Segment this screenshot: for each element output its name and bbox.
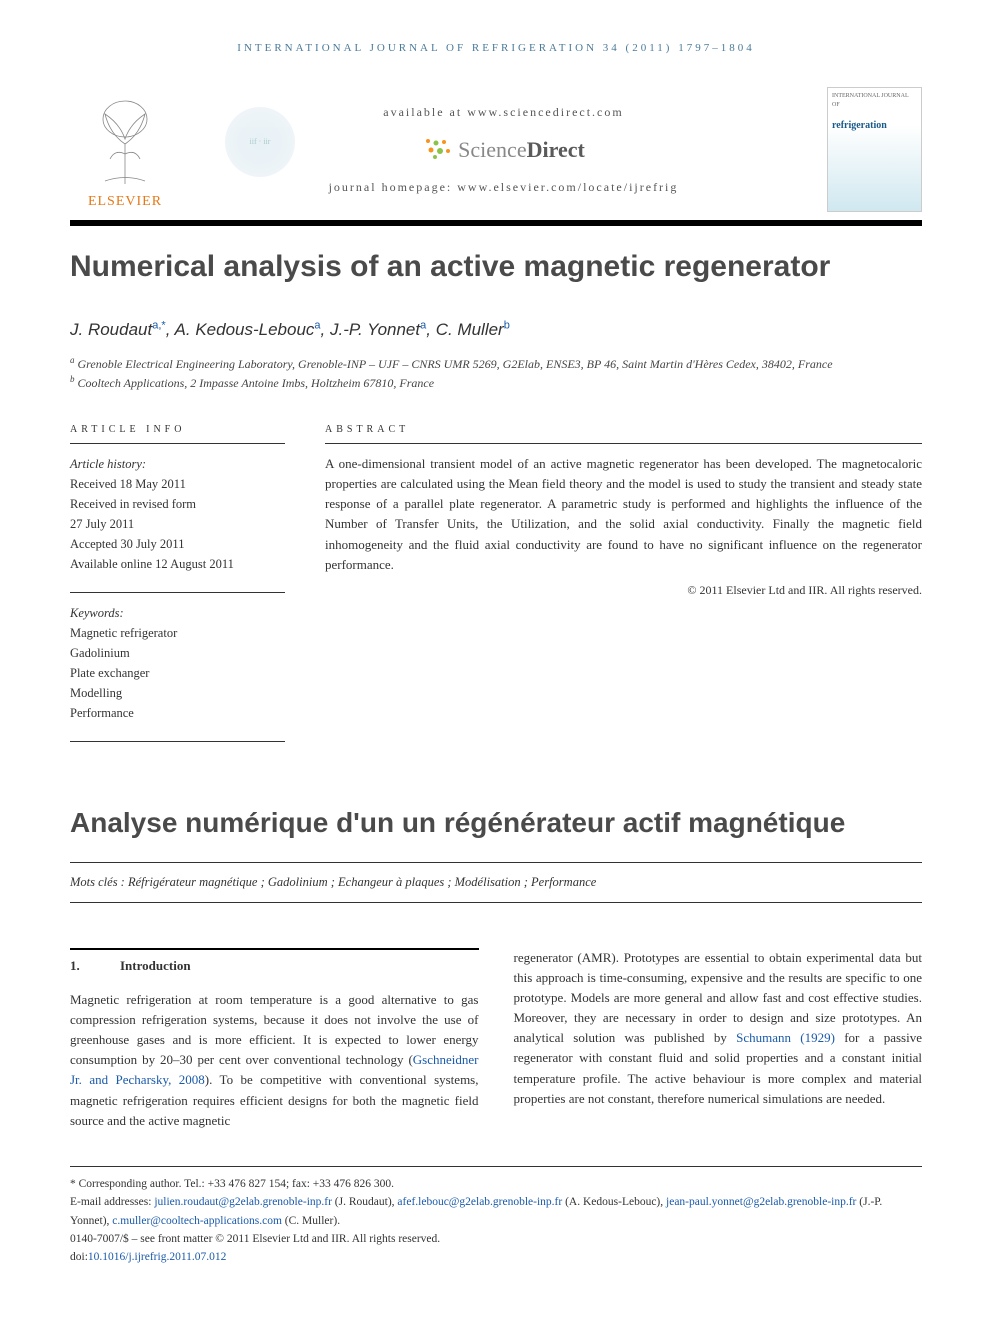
french-title: Analyse numérique d'un un régénérateur a… [70, 802, 922, 844]
elsevier-wordmark: ELSEVIER [88, 191, 162, 212]
history-line: 27 July 2011 [70, 514, 285, 534]
email-addresses: E-mail addresses: julien.roudaut@g2elab.… [70, 1193, 922, 1230]
article-title: Numerical analysis of an active magnetic… [70, 244, 922, 289]
sciencedirect-dots-icon [422, 137, 452, 161]
keyword: Gadolinium [70, 643, 285, 663]
running-head: international journal of refrigeration 3… [70, 40, 922, 57]
elsevier-tree-icon [75, 89, 175, 189]
keyword: Performance [70, 703, 285, 723]
citation-link[interactable]: Schumann (1929) [736, 1030, 835, 1045]
abstract-head: abstract [325, 422, 922, 444]
doi-link[interactable]: 10.1016/j.ijrefrig.2011.07.012 [88, 1251, 227, 1263]
author: J.-P. Yonneta [330, 320, 426, 339]
body-col-left: 1.Introduction Magnetic refrigeration at… [70, 948, 479, 1131]
section-number: 1. [70, 956, 120, 976]
abstract-column: abstract A one-dimensional transient mod… [325, 422, 922, 752]
abstract-text: A one-dimensional transient model of an … [325, 454, 922, 575]
keywords-block: Keywords: Magnetic refrigeratorGadoliniu… [70, 603, 285, 723]
section-heading: 1.Introduction [70, 948, 479, 976]
body-columns: 1.Introduction Magnetic refrigeration at… [70, 948, 922, 1131]
info-divider-2 [70, 741, 285, 742]
email-link[interactable]: afef.lebouc@g2elab.grenoble-inp.fr [397, 1196, 562, 1208]
affiliation: b Cooltech Applications, 2 Impasse Antoi… [70, 373, 922, 392]
keyword: Magnetic refrigerator [70, 623, 285, 643]
article-info-column: article info Article history: Received 1… [70, 422, 285, 752]
history-line: Received in revised form [70, 494, 285, 514]
author: C. Mullerb [436, 320, 510, 339]
history-line: Accepted 30 July 2011 [70, 534, 285, 554]
intro-para-1: Magnetic refrigeration at room temperatu… [70, 990, 479, 1131]
info-divider [70, 592, 285, 593]
doi-line: doi:10.1016/j.ijrefrig.2011.07.012 [70, 1248, 922, 1266]
footnotes: * Corresponding author. Tel.: +33 476 82… [70, 1166, 922, 1267]
intro-para-2: regenerator (AMR). Prototypes are essent… [514, 948, 923, 1109]
cover-title-text: refrigeration [832, 118, 917, 133]
article-info-head: article info [70, 422, 285, 444]
iif-text: iif · iir [250, 136, 271, 148]
publisher-header: ELSEVIER iif · iir available at www.scie… [70, 87, 922, 212]
keyword: Plate exchanger [70, 663, 285, 683]
journal-cover-thumbnail: INTERNATIONAL JOURNAL OF refrigeration [827, 87, 922, 212]
article-history: Article history: Received 18 May 2011Rec… [70, 454, 285, 574]
copyright-line: © 2011 Elsevier Ltd and IIR. All rights … [325, 581, 922, 599]
corresponding-author: * Corresponding author. Tel.: +33 476 82… [70, 1175, 922, 1193]
email-link[interactable]: c.muller@cooltech-applications.com [112, 1215, 282, 1227]
history-label: Article history: [70, 454, 285, 474]
history-line: Available online 12 August 2011 [70, 554, 285, 574]
email-link[interactable]: jean-paul.yonnet@g2elab.grenoble-inp.fr [666, 1196, 856, 1208]
mots-cles: Mots clés : Réfrigérateur magnétique ; G… [70, 862, 922, 903]
author-list: J. Roudauta,*, A. Kedous-Lebouca, J.-P. … [70, 317, 922, 343]
issn-line: 0140-7007/$ – see front matter © 2011 El… [70, 1230, 922, 1248]
available-at: available at www.sciencedirect.com [383, 103, 623, 121]
sciencedirect-wordmark: ScienceDirect [458, 133, 585, 166]
history-line: Received 18 May 2011 [70, 474, 285, 494]
keywords-label: Keywords: [70, 603, 285, 623]
affiliations: a Grenoble Electrical Engineering Labora… [70, 354, 922, 392]
section-title: Introduction [120, 958, 191, 973]
author: J. Roudauta,* [70, 320, 166, 339]
cover-small-text: INTERNATIONAL JOURNAL OF [832, 92, 917, 110]
header-center: iif · iir available at www.sciencedirect… [195, 87, 812, 212]
body-col-right: regenerator (AMR). Prototypes are essent… [514, 948, 923, 1131]
author: A. Kedous-Lebouca [175, 320, 321, 339]
black-divider [70, 220, 922, 226]
elsevier-logo[interactable]: ELSEVIER [70, 87, 180, 212]
sciencedirect-logo[interactable]: ScienceDirect [422, 133, 585, 166]
email-link[interactable]: julien.roudaut@g2elab.grenoble-inp.fr [154, 1196, 332, 1208]
iif-badge-icon: iif · iir [225, 107, 295, 177]
journal-homepage[interactable]: journal homepage: www.elsevier.com/locat… [329, 178, 679, 196]
affiliation: a Grenoble Electrical Engineering Labora… [70, 354, 922, 373]
keyword: Modelling [70, 683, 285, 703]
